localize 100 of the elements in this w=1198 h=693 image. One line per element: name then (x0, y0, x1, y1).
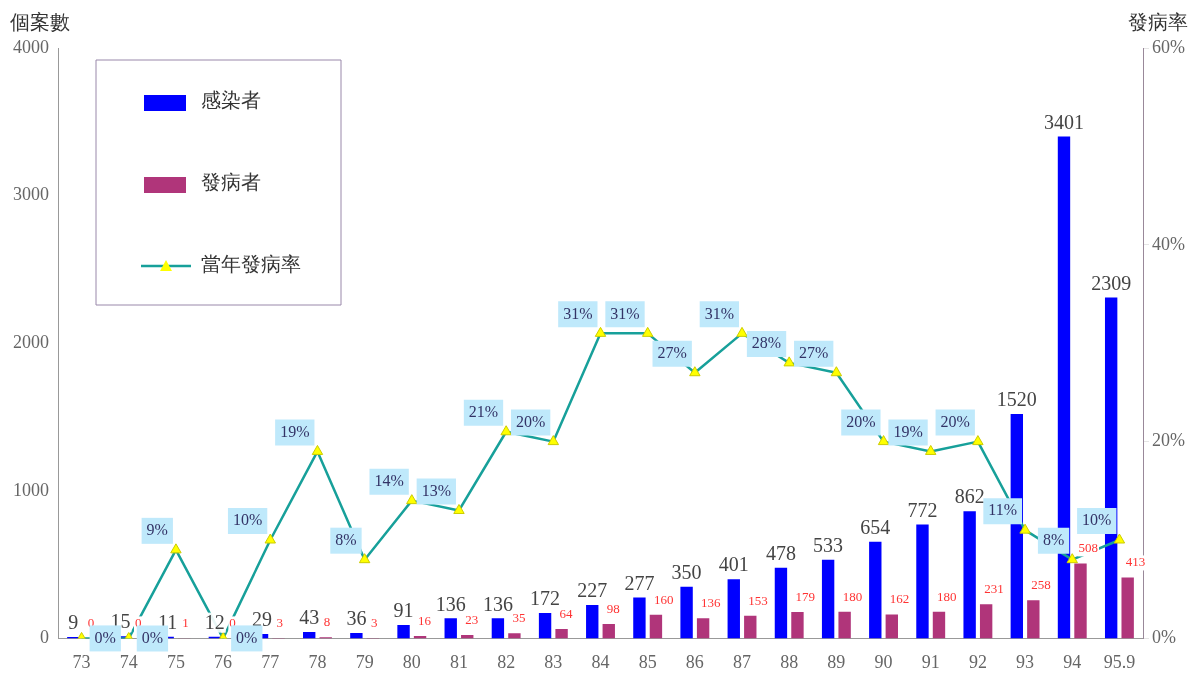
bar (633, 597, 646, 639)
data-label: 258 (1031, 577, 1051, 593)
data-label: 862 (954, 485, 985, 508)
x-tick-label: 92 (968, 651, 987, 672)
bar (1027, 600, 1040, 639)
data-label: 8% (335, 530, 357, 548)
data-label: 533 (813, 533, 844, 556)
x-tick-label: 74 (119, 651, 138, 672)
bar (586, 604, 599, 639)
data-label: 20% (846, 412, 876, 430)
data-label: 508 (1078, 540, 1098, 556)
data-label: 8% (1042, 530, 1065, 548)
data-label: 43 (299, 606, 320, 629)
x-tick-label: 80 (402, 651, 421, 672)
bar (979, 604, 993, 639)
data-label: 31% (563, 304, 593, 322)
y2-tick-label: 40% (1152, 233, 1186, 254)
bar (350, 633, 363, 639)
data-label: 29 (252, 608, 273, 631)
data-label: 27% (799, 343, 829, 361)
x-tick-label: 82 (497, 651, 516, 672)
bar (303, 632, 316, 639)
x-tick-label: 89 (827, 651, 846, 672)
data-label: 9% (146, 521, 168, 539)
y-axis-title: 個案數 (10, 11, 70, 34)
data-label: 413 (1125, 554, 1146, 570)
data-label: 11% (988, 501, 1018, 519)
data-label: 36 (346, 607, 367, 630)
data-label: 136 (435, 592, 466, 615)
bar (963, 511, 976, 639)
y2-tick-label: 60% (1152, 36, 1186, 57)
data-label: 13% (421, 481, 451, 499)
bar (602, 623, 615, 639)
data-label: 35 (512, 610, 526, 626)
data-label: 31% (610, 304, 640, 322)
data-label: 1520 (996, 388, 1037, 411)
y-tick-label: 1000 (13, 479, 49, 500)
bar (491, 618, 505, 639)
data-label: 350 (671, 560, 702, 583)
data-label: 162 (889, 591, 910, 607)
bar (508, 633, 521, 639)
data-label: 16 (418, 612, 432, 628)
legend-label: 感染者 (201, 89, 261, 112)
data-label: 12 (204, 610, 225, 633)
data-label: 0% (141, 628, 164, 646)
data-label: 27% (657, 343, 687, 361)
data-label: 172 (530, 587, 561, 610)
bar (680, 586, 693, 639)
x-tick-label: 87 (733, 651, 752, 672)
bar (916, 524, 929, 639)
x-tick-label: 90 (874, 651, 893, 672)
bar (774, 567, 788, 639)
bar (397, 624, 410, 639)
bar (885, 614, 898, 639)
data-label: 401 (718, 553, 749, 576)
x-tick-label: 95.9 (1103, 651, 1136, 672)
data-label: 20% (516, 412, 546, 430)
bar (838, 611, 851, 639)
x-tick-label: 75 (166, 651, 185, 672)
data-label: 160 (653, 591, 674, 607)
bar (744, 615, 757, 639)
data-label: 3 (370, 614, 378, 630)
data-label: 179 (795, 588, 815, 604)
x-tick-label: 86 (685, 651, 704, 672)
legend-label: 發病者 (201, 171, 261, 194)
bar (538, 613, 552, 639)
data-label: 14% (374, 471, 404, 489)
x-tick-label: 78 (308, 651, 327, 672)
data-label: 8 (323, 614, 331, 630)
y2-tick-label: 0% (1152, 627, 1177, 648)
data-label: 153 (748, 592, 768, 608)
x-tick-label: 84 (591, 651, 610, 672)
data-label: 1 (182, 615, 189, 631)
x-tick-label: 73 (72, 651, 91, 672)
data-label: 9 (68, 611, 79, 634)
data-label: 277 (624, 571, 655, 594)
x-tick-label: 91 (921, 651, 940, 672)
data-label: 31% (704, 304, 735, 322)
x-tick-label: 81 (449, 651, 468, 672)
data-label: 20% (940, 412, 970, 430)
data-label: 136 (482, 592, 513, 615)
data-label: 21% (468, 402, 499, 420)
data-label: 98 (606, 600, 620, 616)
data-label: 3 (276, 614, 284, 630)
bar (791, 611, 804, 639)
data-label: 91 (393, 599, 414, 622)
bar (1121, 577, 1134, 639)
x-tick-label: 94 (1063, 651, 1082, 672)
data-label: 654 (860, 516, 891, 539)
y-tick-label: 4000 (13, 36, 49, 57)
bar (649, 614, 663, 639)
x-tick-label: 85 (638, 651, 657, 672)
data-label: 180 (936, 588, 957, 604)
data-label: 478 (765, 542, 796, 565)
data-label: 231 (984, 581, 1004, 597)
bar (1074, 563, 1087, 639)
data-label: 3401 (1043, 110, 1084, 133)
x-tick-label: 76 (214, 651, 233, 672)
legend-label: 當年發病率 (201, 253, 301, 276)
y-tick-label: 2000 (13, 331, 49, 352)
